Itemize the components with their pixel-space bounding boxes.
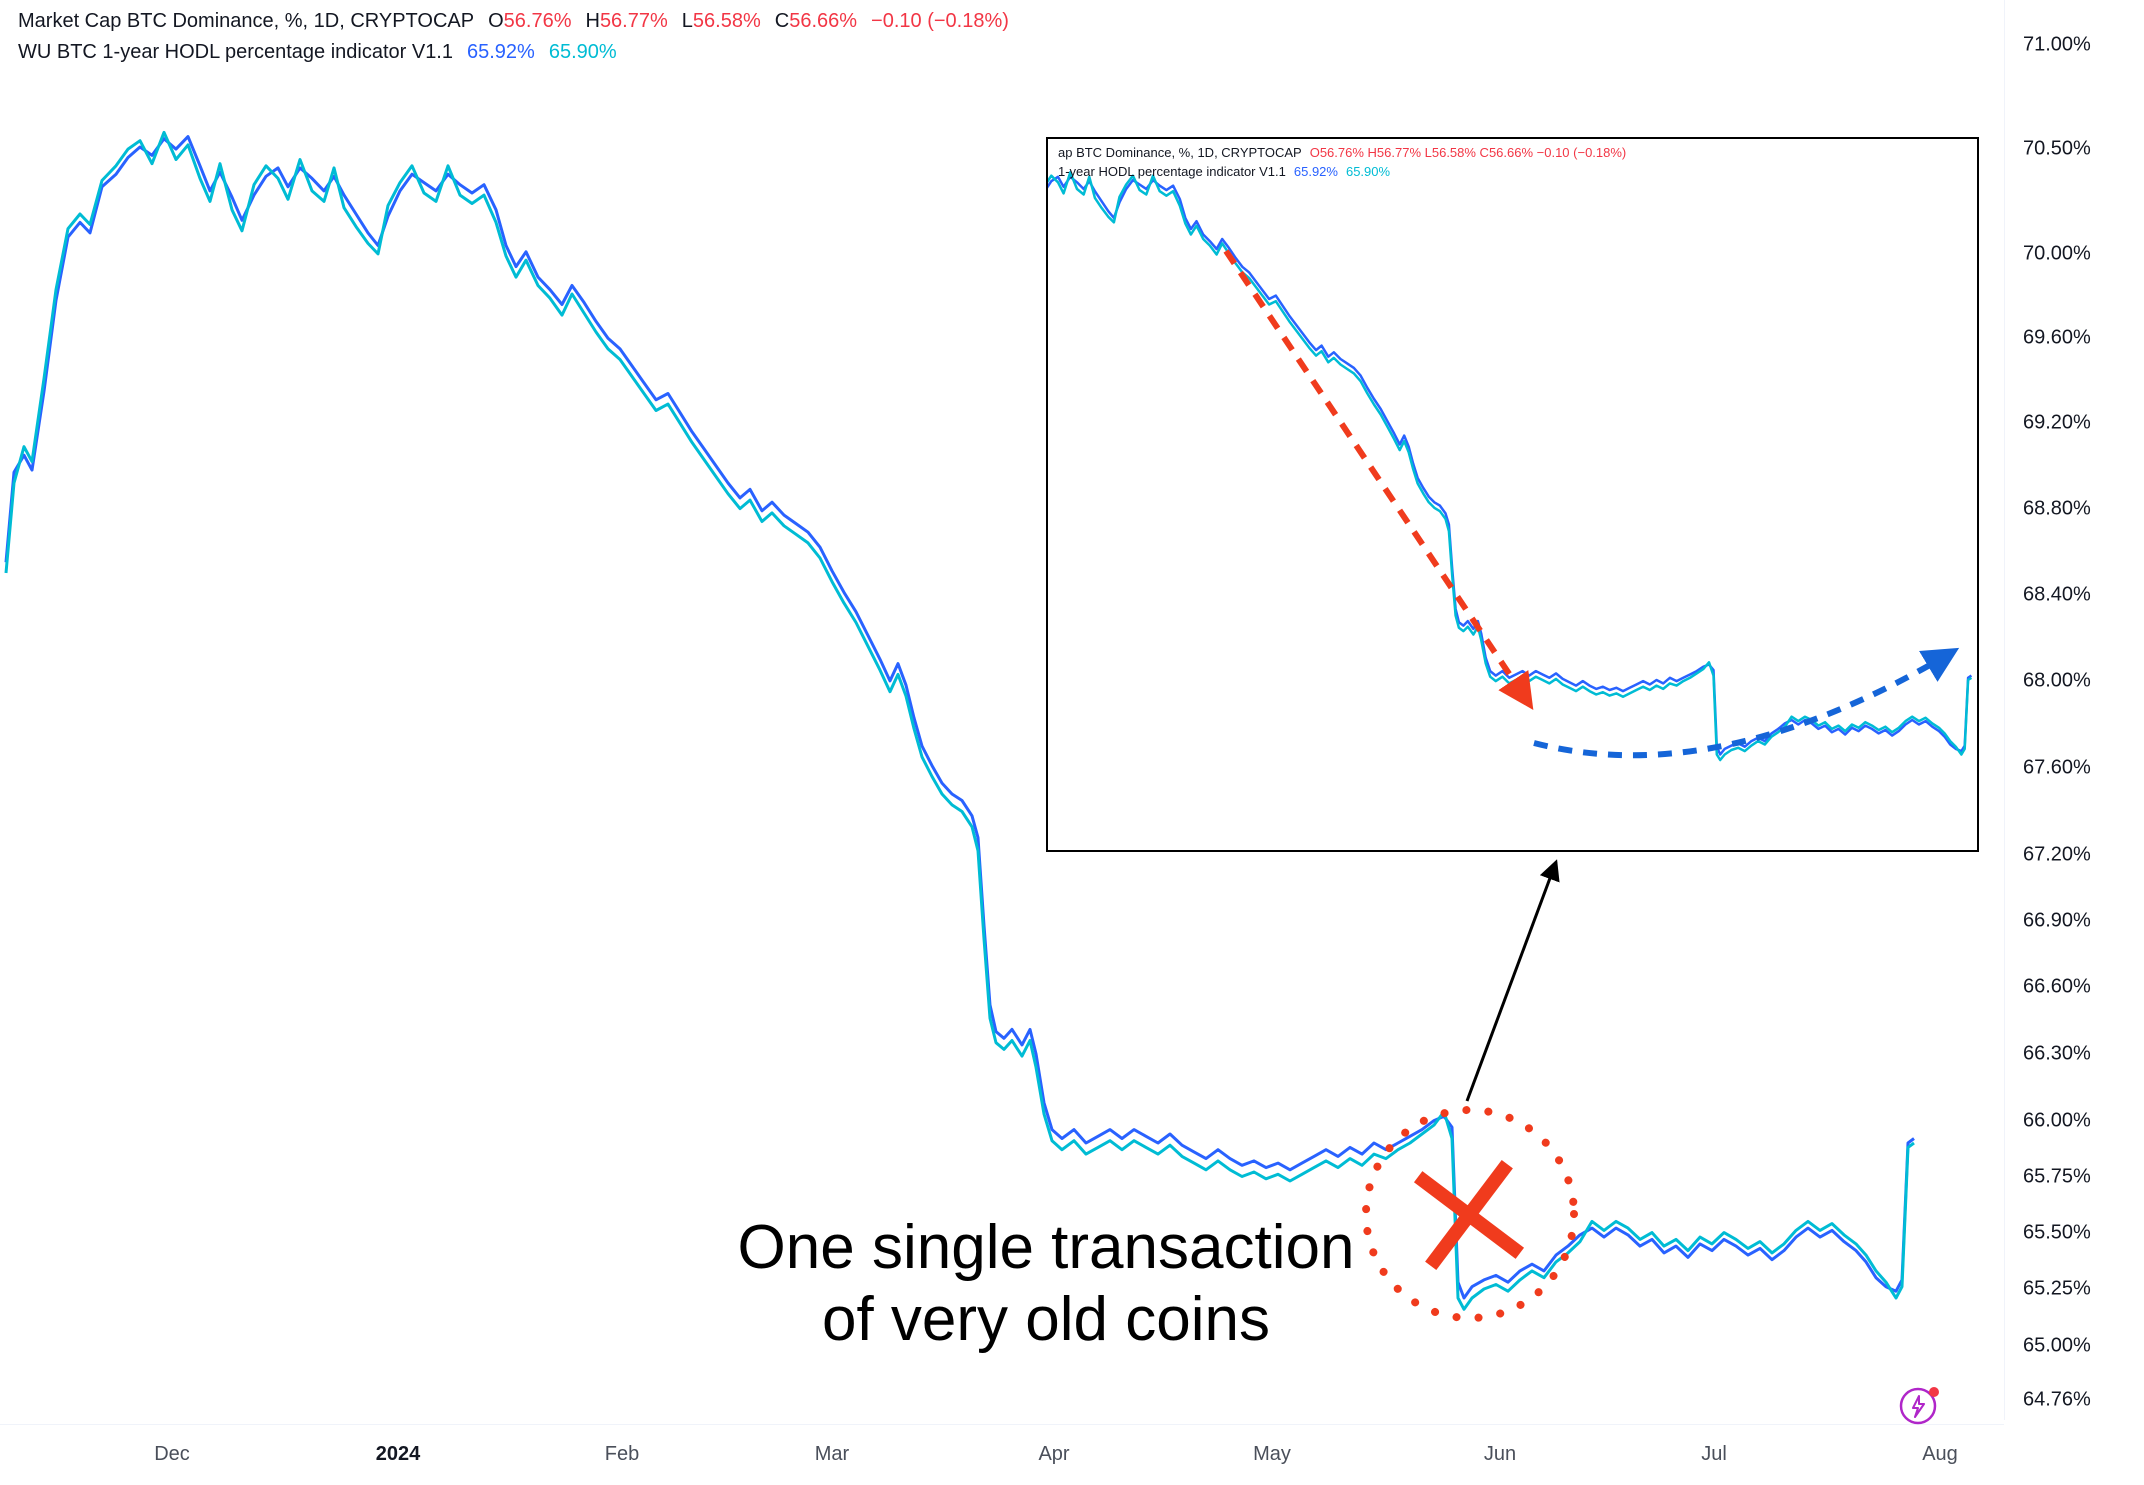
y-axis-label: 69.60% — [2023, 326, 2091, 349]
inset-chart: ap BTC Dominance, %, 1D, CRYPTOCAP O56.7… — [1046, 137, 1979, 852]
y-axis-label: 65.25% — [2023, 1277, 2091, 1300]
y-axis-label: 65.75% — [2023, 1165, 2091, 1188]
x-axis-label-2024: 2024 — [375, 1443, 421, 1465]
lightning-icon — [1912, 1395, 1925, 1418]
x-axis-label-dec: Dec — [154, 1443, 190, 1465]
ohlc-low: L56.58% — [681, 10, 761, 32]
legend-indicator-row[interactable]: WU BTC 1-year HODL percentage indicator … — [18, 41, 1009, 64]
price-lines — [4, 130, 1915, 1311]
y-axis-label: 70.00% — [2023, 242, 2091, 265]
y-axis-label: 64.76% — [2023, 1388, 2091, 1411]
y-axis-label: 66.00% — [2023, 1109, 2091, 1132]
indicator-value-blue: 65.92% — [467, 41, 535, 63]
annotation-line-1: One single transaction — [737, 1213, 1355, 1282]
hodl-indicator-line — [4, 130, 1915, 1311]
ohlc-high: H56.77% — [585, 10, 668, 32]
y-axis-label: 67.60% — [2023, 756, 2091, 779]
inset-btc-dominance-line — [1048, 175, 1973, 756]
y-axis-label: 69.20% — [2023, 411, 2091, 434]
main-plot[interactable] — [0, 0, 2000, 1420]
annotation-line-2: of very old coins — [821, 1284, 1270, 1354]
x-axis[interactable]: Dec 2024 Feb Mar Apr May Jun Jul Aug — [0, 1424, 2004, 1485]
logo-red-dot — [1929, 1387, 1939, 1397]
y-axis-label: 66.30% — [2023, 1042, 2091, 1065]
inset-plot — [1048, 171, 1973, 762]
annotation-text: One single transaction of very old coins — [738, 1212, 1355, 1356]
y-axis-label: 67.20% — [2023, 843, 2091, 866]
x-axis-label-apr: Apr — [1038, 1443, 1070, 1465]
y-axis-label: 70.50% — [2023, 137, 2091, 160]
y-axis-label: 66.90% — [2023, 909, 2091, 932]
x-axis-label-aug: Aug — [1922, 1443, 1958, 1465]
y-axis-label: 65.50% — [2023, 1221, 2091, 1244]
ohlc-open: O56.76% — [488, 10, 572, 32]
logo-circle — [1899, 1387, 1937, 1425]
y-axis-label: 68.80% — [2023, 497, 2091, 520]
btc-dominance-line — [4, 135, 1915, 1300]
legend: Market Cap BTC Dominance, %, 1D, CRYPTOC… — [18, 10, 1009, 64]
change-value: −0.10 (−0.18%) — [871, 10, 1009, 32]
ohlc-close: C56.66% — [774, 10, 858, 32]
inset-legend: ap BTC Dominance, %, 1D, CRYPTOCAP O56.7… — [1058, 145, 1626, 179]
legend-symbol-row[interactable]: Market Cap BTC Dominance, %, 1D, CRYPTOC… — [18, 10, 1009, 33]
red-dashed-arrow — [1223, 249, 1534, 710]
inset-legend-indicator-row: 1-year HODL percentage indicator V1.1 65… — [1058, 164, 1391, 179]
x-axis-label-may: May — [1253, 1443, 1291, 1465]
inset-legend-symbol-row: ap BTC Dominance, %, 1D, CRYPTOCAP O56.7… — [1058, 145, 1627, 160]
blue-dashed-arrow — [1533, 647, 1960, 759]
y-axis-label: 65.00% — [2023, 1334, 2091, 1357]
flash-logo[interactable] — [1896, 1380, 1944, 1428]
x-axis-label-mar: Mar — [814, 1443, 850, 1465]
x-axis-label-jun: Jun — [1483, 1443, 1517, 1465]
y-axis-label: 66.60% — [2023, 975, 2091, 998]
y-axis-label: 71.00% — [2023, 33, 2091, 56]
x-axis-label-feb: Feb — [604, 1443, 640, 1465]
x-axis-label-jul: Jul — [1701, 1443, 1727, 1465]
indicator-title: WU BTC 1-year HODL percentage indicator … — [18, 41, 453, 63]
y-axis-label: 68.40% — [2023, 583, 2091, 606]
symbol-title: Market Cap BTC Dominance, %, 1D, CRYPTOC… — [18, 10, 475, 32]
indicator-value-cyan: 65.90% — [548, 41, 617, 63]
y-axis-label: 68.00% — [2023, 669, 2091, 692]
y-axis[interactable]: 71.00% 70.50% 70.00% 69.60% 69.20% 68.80% 68.4… — [2004, 0, 2144, 1420]
